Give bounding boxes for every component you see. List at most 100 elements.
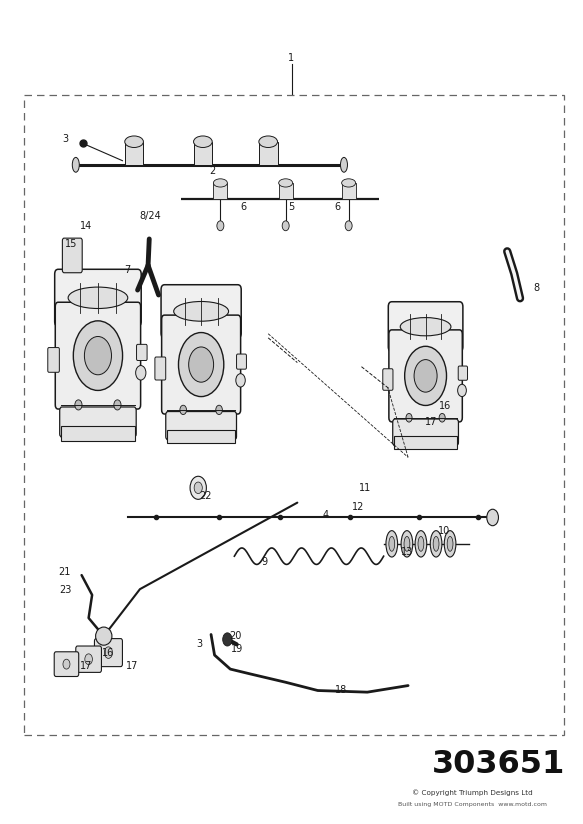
FancyBboxPatch shape — [237, 354, 247, 369]
Text: 2: 2 — [210, 166, 216, 176]
Bar — [125, 142, 143, 165]
Ellipse shape — [404, 536, 410, 551]
Circle shape — [75, 400, 82, 410]
Ellipse shape — [433, 536, 439, 551]
Ellipse shape — [96, 627, 112, 645]
Bar — [213, 183, 227, 199]
FancyBboxPatch shape — [388, 302, 463, 352]
Circle shape — [282, 221, 289, 231]
Circle shape — [114, 400, 121, 410]
FancyBboxPatch shape — [54, 652, 79, 677]
FancyBboxPatch shape — [136, 344, 147, 361]
Text: 16: 16 — [439, 401, 452, 411]
Text: 23: 23 — [59, 585, 72, 595]
Ellipse shape — [72, 157, 79, 172]
FancyBboxPatch shape — [94, 639, 122, 667]
Text: 17: 17 — [125, 661, 138, 671]
Circle shape — [487, 509, 498, 526]
Circle shape — [190, 476, 206, 499]
Text: Built using MOTD Components  www.motd.com: Built using MOTD Components www.motd.com — [398, 802, 547, 807]
Text: 1: 1 — [289, 53, 294, 63]
FancyBboxPatch shape — [55, 269, 141, 326]
Text: 7: 7 — [124, 265, 130, 275]
Text: 3: 3 — [196, 639, 202, 649]
Text: 6: 6 — [334, 202, 340, 212]
Circle shape — [405, 346, 447, 405]
Ellipse shape — [418, 536, 424, 551]
FancyBboxPatch shape — [59, 407, 136, 437]
Circle shape — [63, 659, 70, 669]
Text: 303651: 303651 — [432, 749, 565, 780]
Ellipse shape — [430, 531, 442, 557]
Text: 16: 16 — [101, 648, 114, 658]
FancyBboxPatch shape — [458, 366, 468, 380]
Bar — [342, 183, 356, 199]
Circle shape — [104, 647, 113, 658]
Bar — [394, 436, 457, 449]
Circle shape — [217, 221, 224, 231]
Text: 17: 17 — [80, 661, 93, 671]
Ellipse shape — [389, 536, 395, 551]
Ellipse shape — [401, 531, 413, 557]
FancyBboxPatch shape — [393, 419, 458, 446]
Circle shape — [136, 366, 146, 380]
Text: 5: 5 — [289, 202, 294, 212]
Ellipse shape — [174, 302, 229, 321]
FancyBboxPatch shape — [383, 369, 393, 391]
FancyBboxPatch shape — [55, 302, 141, 409]
Ellipse shape — [401, 317, 451, 336]
Ellipse shape — [68, 287, 128, 308]
Text: 4: 4 — [322, 510, 328, 520]
Ellipse shape — [194, 136, 212, 147]
Text: 14: 14 — [80, 221, 93, 231]
Text: 15: 15 — [65, 239, 78, 249]
Circle shape — [189, 347, 213, 382]
Bar — [279, 183, 293, 199]
Bar — [194, 142, 212, 165]
Ellipse shape — [125, 136, 143, 147]
Circle shape — [73, 321, 122, 391]
Text: 6: 6 — [241, 202, 247, 212]
Ellipse shape — [386, 531, 398, 557]
Circle shape — [85, 654, 93, 664]
Bar — [24, 95, 564, 735]
FancyBboxPatch shape — [62, 238, 82, 273]
Circle shape — [345, 221, 352, 231]
Text: 9: 9 — [262, 557, 268, 567]
Text: 3: 3 — [62, 134, 68, 144]
Circle shape — [406, 414, 412, 422]
Circle shape — [85, 336, 111, 375]
Text: 17: 17 — [425, 417, 438, 427]
Text: 10: 10 — [438, 527, 451, 536]
Ellipse shape — [447, 536, 453, 551]
Ellipse shape — [342, 179, 356, 187]
Text: 22: 22 — [199, 491, 212, 501]
Circle shape — [178, 333, 224, 396]
Bar — [167, 429, 235, 443]
Text: 11: 11 — [359, 483, 371, 493]
FancyBboxPatch shape — [389, 330, 462, 422]
FancyBboxPatch shape — [161, 315, 241, 414]
Circle shape — [414, 359, 437, 392]
Text: 8: 8 — [533, 283, 539, 293]
Circle shape — [439, 414, 445, 422]
FancyBboxPatch shape — [155, 357, 166, 380]
Circle shape — [180, 405, 187, 414]
Circle shape — [458, 384, 466, 396]
Ellipse shape — [213, 179, 227, 187]
Bar — [61, 426, 135, 442]
Ellipse shape — [340, 157, 347, 172]
Circle shape — [194, 482, 202, 494]
Circle shape — [236, 373, 245, 387]
Text: 8/24: 8/24 — [139, 211, 161, 221]
Text: 21: 21 — [58, 567, 71, 577]
Bar — [259, 142, 278, 165]
Text: 19: 19 — [230, 644, 243, 654]
FancyBboxPatch shape — [48, 348, 59, 372]
Circle shape — [223, 633, 232, 646]
Text: © Copyright Triumph Designs Ltd: © Copyright Triumph Designs Ltd — [412, 789, 533, 796]
Ellipse shape — [259, 136, 278, 147]
Ellipse shape — [444, 531, 456, 557]
FancyBboxPatch shape — [166, 411, 237, 440]
Circle shape — [216, 405, 222, 414]
